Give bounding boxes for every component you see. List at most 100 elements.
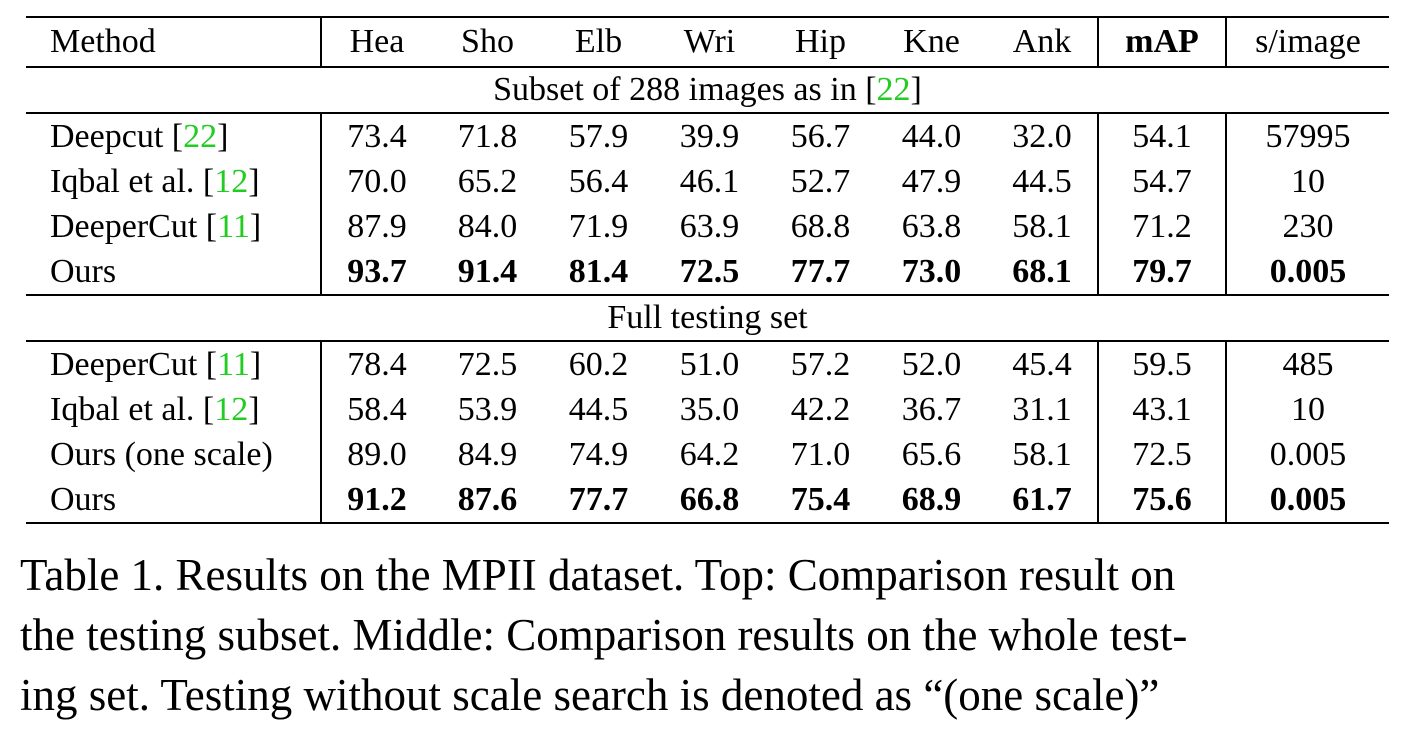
section-header-row: Full testing set	[26, 295, 1389, 342]
header-seconds-per-image: s/image	[1226, 16, 1389, 68]
map-cell: 59.5	[1097, 341, 1227, 387]
value-cell: 74.9	[568, 435, 629, 473]
table-row: DeeperCut [11] 78.4 72.5 60.2 51.0 57.2 52.0 45…	[26, 341, 1389, 387]
value-cell: 68.9	[876, 477, 987, 524]
table-row: Iqbal et al. [12] 58.4 53.9 44.5 35.0 42.2 36.…	[26, 387, 1389, 432]
value-cell: 66.8	[654, 477, 765, 524]
value-cell: 70.0	[347, 162, 407, 200]
header-hea: Hea	[321, 16, 432, 68]
value-cell: 58.1	[1012, 207, 1072, 245]
citation-link[interactable]: 22	[183, 117, 218, 155]
method-cell: DeeperCut [11]	[26, 204, 322, 249]
method-cell: Ours	[26, 249, 322, 296]
value-cell: 44.0	[901, 117, 962, 155]
method-name: Iqbal et al. [	[50, 162, 215, 200]
value-cell: 84.0	[457, 207, 518, 245]
section-title: Subset of 288 images as in [22]	[26, 67, 1389, 114]
results-table-container: Method Hea Sho Elb Wri Hip Kne Ank mAP s…	[26, 16, 1389, 524]
map-cell: 79.7	[1097, 249, 1227, 296]
citation-link[interactable]: 22	[876, 71, 911, 108]
table-row: Ours (one scale) 89.0 84.9 74.9 64.2 71.0 65.6…	[26, 432, 1389, 477]
seconds-per-image-cell: 0.005	[1226, 249, 1389, 296]
method-name: Ours	[50, 252, 117, 290]
map-cell: 75.6	[1097, 477, 1227, 524]
value-cell: 42.2	[790, 390, 851, 428]
method-cell: Iqbal et al. [12]	[26, 387, 322, 432]
value-cell: 68.8	[790, 207, 851, 245]
value-cell: 61.7	[987, 477, 1098, 524]
caption-line: the testing subset. Middle: Comparison r…	[20, 610, 1188, 660]
value-cell: 77.7	[765, 249, 876, 296]
value-cell: 52.0	[901, 345, 962, 383]
value-cell: 81.4	[543, 249, 654, 296]
method-name: Ours (one scale)	[50, 435, 273, 473]
value-cell: 39.9	[679, 117, 740, 155]
value-cell: 35.0	[679, 390, 740, 428]
table-row: DeeperCut [11] 87.9 84.0 71.9 63.9 68.8 63.8 58…	[26, 204, 1389, 249]
value-cell: 73.0	[876, 249, 987, 296]
citation-link[interactable]: 11	[217, 207, 250, 245]
value-cell: 77.7	[543, 477, 654, 524]
caption-line: Table 1. Results on the MPII dataset. To…	[20, 550, 1176, 600]
seconds-per-image-cell: 10	[1291, 390, 1325, 428]
value-cell: 84.9	[457, 435, 518, 473]
value-cell: 87.9	[347, 207, 407, 245]
value-cell: 45.4	[1012, 345, 1072, 383]
method-cell: DeeperCut [11]	[26, 341, 322, 387]
citation-bracket: ]	[248, 390, 260, 428]
value-cell: 93.7	[321, 249, 432, 296]
header-map: mAP	[1097, 16, 1227, 68]
value-cell: 58.1	[1012, 435, 1072, 473]
value-cell: 46.1	[679, 162, 740, 200]
map-cell: 54.1	[1097, 113, 1227, 159]
value-cell: 63.8	[901, 207, 962, 245]
header-wri: Wri	[654, 16, 765, 68]
table-row: Iqbal et al. [12] 70.0 65.2 56.4 46.1 52.7 47.…	[26, 159, 1389, 204]
table-caption: Table 1. Results on the MPII dataset. To…	[20, 545, 1380, 725]
results-table: Method Hea Sho Elb Wri Hip Kne Ank mAP s…	[26, 16, 1389, 524]
method-name: Ours	[50, 480, 117, 518]
value-cell: 44.5	[568, 390, 629, 428]
map-cell: 72.5	[1097, 432, 1227, 477]
seconds-per-image-cell: 0.005	[1226, 477, 1389, 524]
table-row: Ours 91.2 87.6 77.7 66.8 75.4 68.9 61.7 75.6 0.00…	[26, 477, 1389, 524]
value-cell: 57.2	[790, 345, 851, 383]
value-cell: 73.4	[347, 117, 407, 155]
table-row: Deepcut [22] 73.4 71.8 57.9 39.9 56.7 44.0 32.0…	[26, 113, 1389, 159]
table-row: Ours 93.7 91.4 81.4 72.5 77.7 73.0 68.1 79.7 0.00…	[26, 249, 1389, 296]
value-cell: 51.0	[679, 345, 740, 383]
section-title-text: Full testing set	[607, 299, 808, 336]
value-cell: 89.0	[347, 435, 407, 473]
header-sho: Sho	[432, 16, 543, 68]
seconds-per-image-cell: 10	[1291, 162, 1325, 200]
method-cell: Ours (one scale)	[26, 432, 322, 477]
value-cell: 68.1	[987, 249, 1098, 296]
value-cell: 47.9	[901, 162, 962, 200]
value-cell: 56.4	[568, 162, 629, 200]
seconds-per-image-cell: 0.005	[1269, 435, 1347, 473]
value-cell: 44.5	[1012, 162, 1072, 200]
map-cell: 54.7	[1097, 159, 1227, 204]
header-elb: Elb	[543, 16, 654, 68]
value-cell: 72.5	[457, 345, 518, 383]
value-cell: 60.2	[568, 345, 629, 383]
value-cell: 91.4	[432, 249, 543, 296]
section-title-text: Subset of 288 images as in [	[493, 71, 877, 108]
header-row: Method Hea Sho Elb Wri Hip Kne Ank mAP s…	[26, 16, 1389, 68]
citation-link[interactable]: 12	[214, 390, 249, 428]
value-cell: 56.7	[790, 117, 851, 155]
value-cell: 65.2	[457, 162, 518, 200]
map-cell: 71.2	[1097, 204, 1227, 249]
value-cell: 31.1	[1012, 390, 1072, 428]
citation-bracket: ]	[249, 207, 262, 245]
value-cell: 53.9	[457, 390, 518, 428]
citation-link[interactable]: 11	[217, 345, 250, 383]
citation-bracket: ]	[217, 117, 229, 155]
method-cell: Iqbal et al. [12]	[26, 159, 322, 204]
value-cell: 71.8	[457, 117, 518, 155]
value-cell: 32.0	[1012, 117, 1072, 155]
value-cell: 71.0	[790, 435, 851, 473]
method-name: Deepcut [	[50, 117, 184, 155]
citation-link[interactable]: 12	[214, 162, 249, 200]
value-cell: 72.5	[654, 249, 765, 296]
